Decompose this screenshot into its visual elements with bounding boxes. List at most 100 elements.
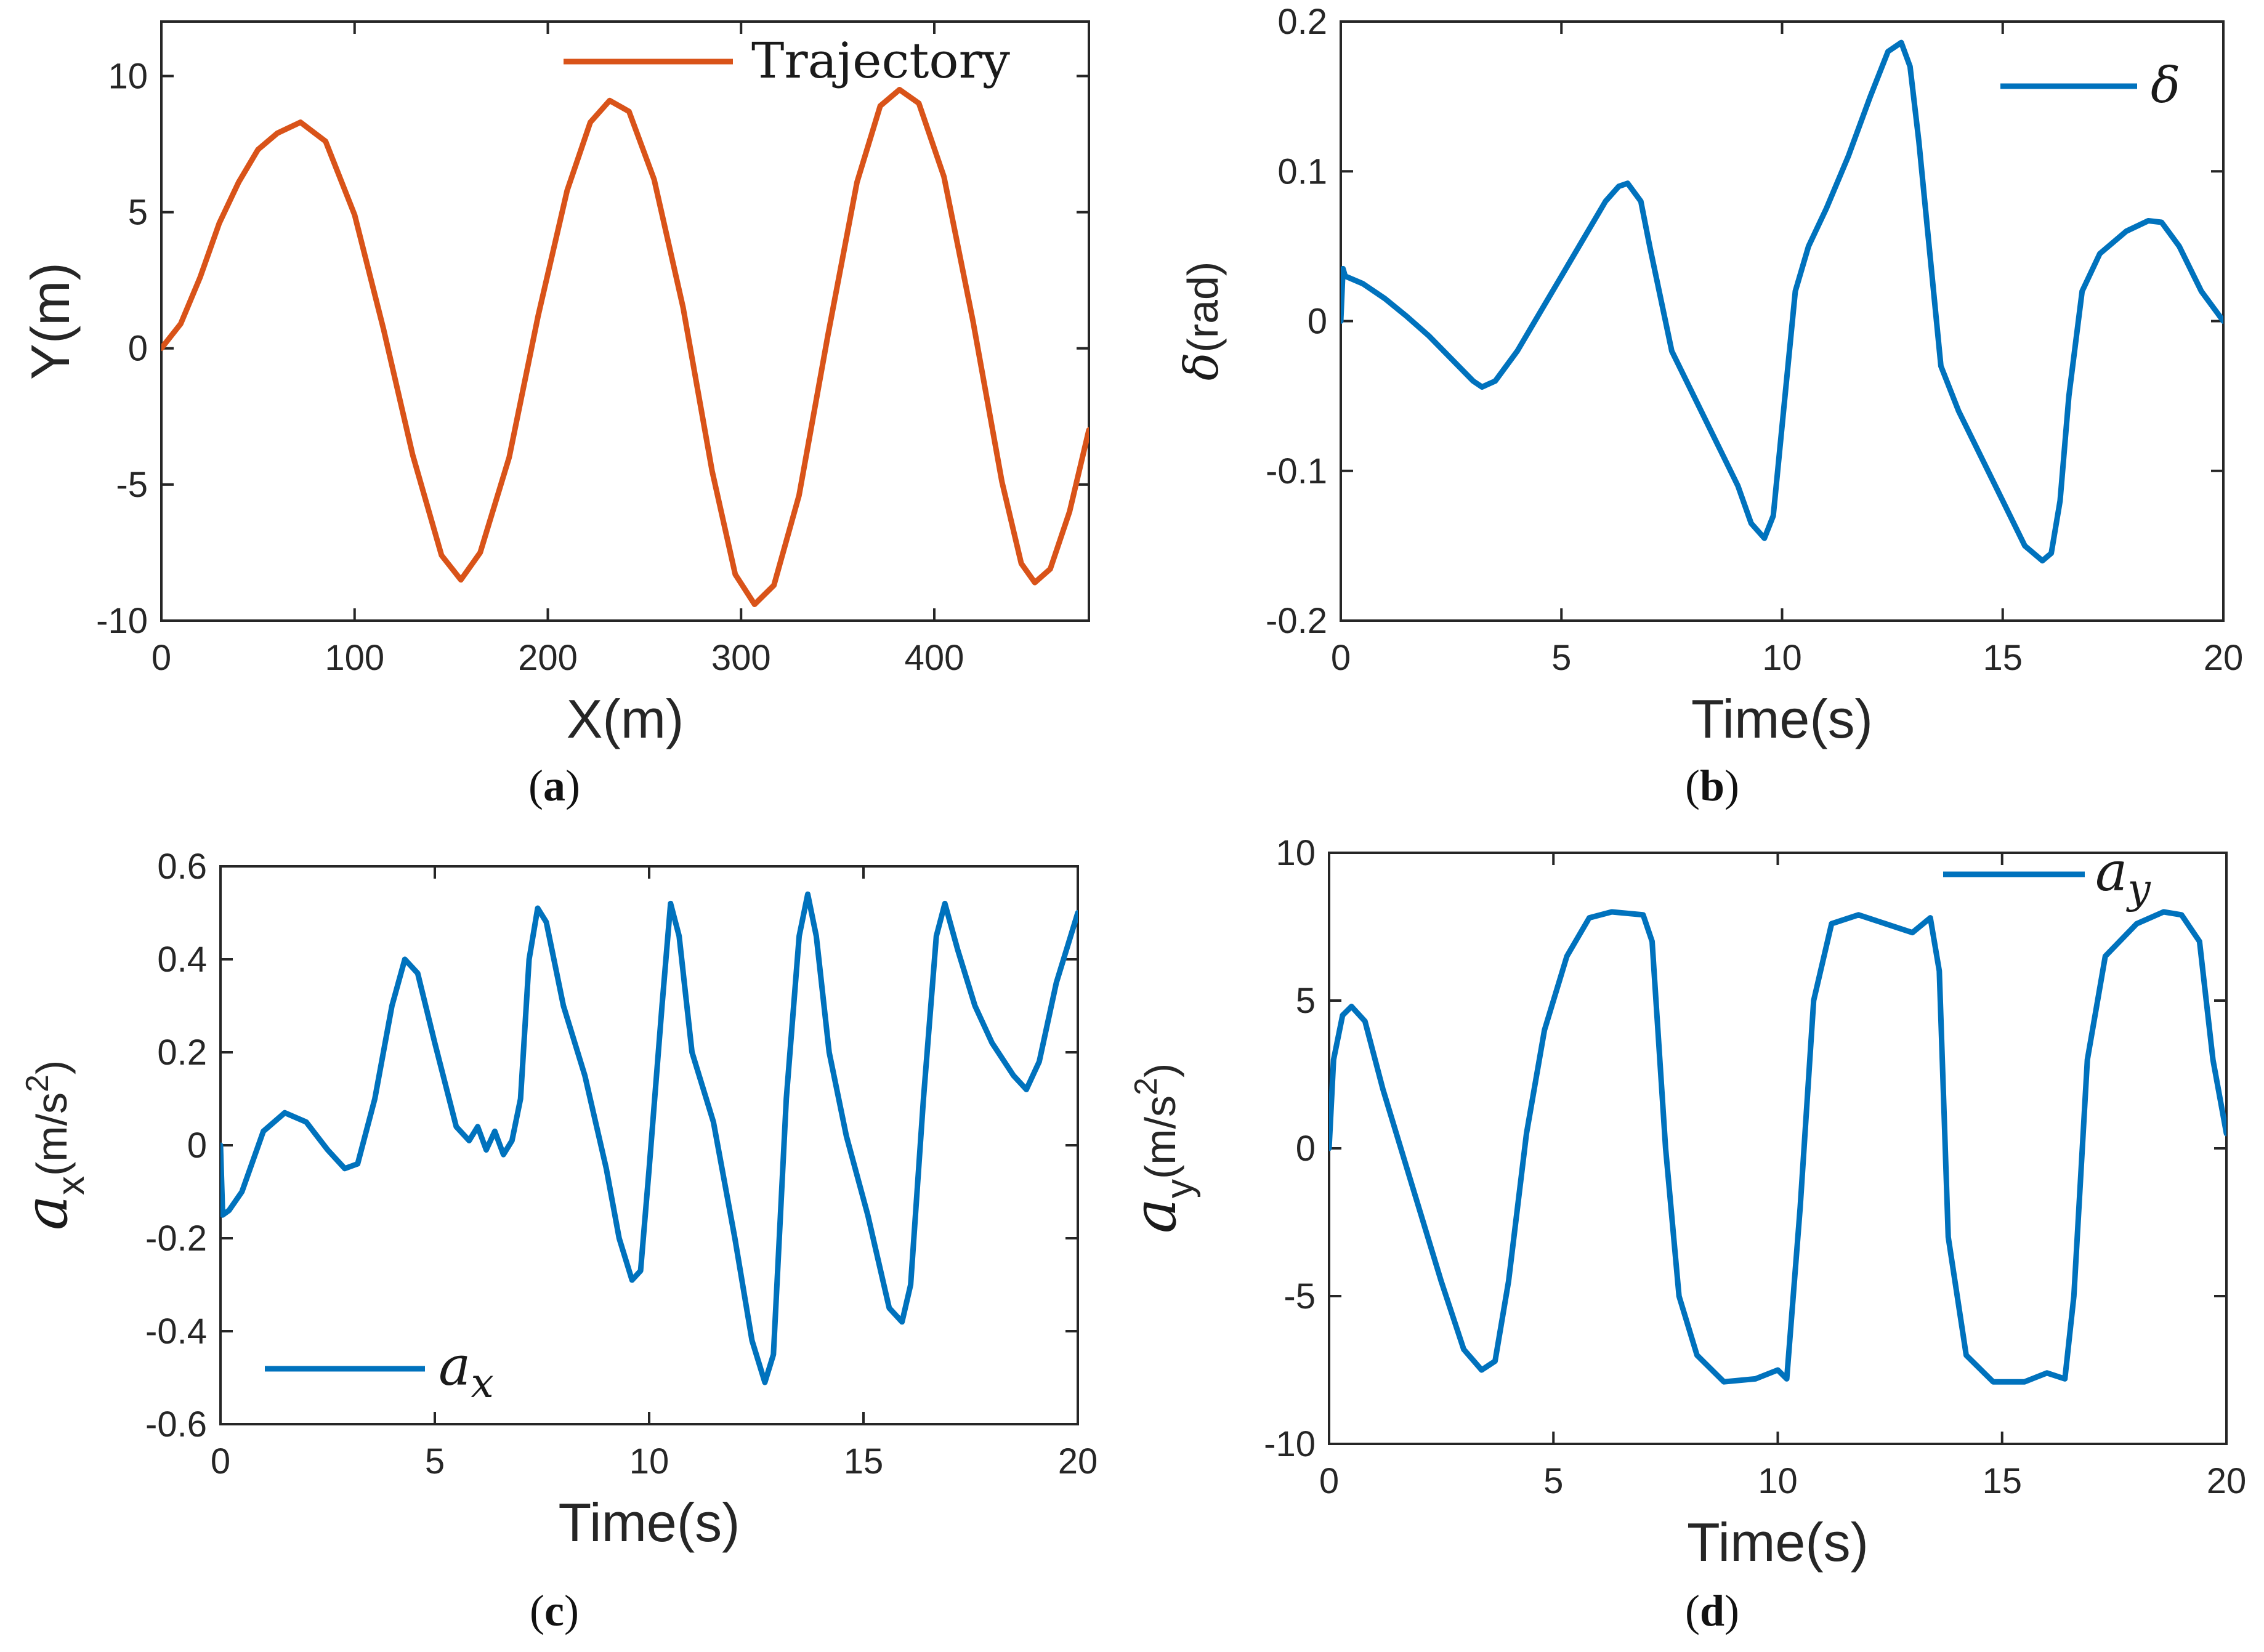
- x-tick-label: 400: [905, 638, 964, 678]
- caption-close-paren: ): [564, 1586, 579, 1635]
- y-axis-label: δ(rad): [1174, 262, 1229, 381]
- y-tick-label: 0: [128, 329, 148, 369]
- y-tick-label: 0: [187, 1126, 207, 1166]
- legend-label: Trajectory: [751, 32, 1010, 89]
- y-tick-label: -0.2: [1266, 601, 1327, 641]
- panel-caption: (d): [1685, 1586, 1739, 1635]
- y-label-symbol: δ: [1174, 353, 1229, 381]
- caption-close-paren: ): [565, 761, 580, 810]
- legend: ay: [1943, 840, 2151, 913]
- x-axis-label: X(m): [567, 688, 684, 749]
- y-axis-label: Y(m): [20, 262, 81, 380]
- y-tick-label: -0.2: [145, 1219, 207, 1259]
- caption-letter: a: [543, 761, 565, 810]
- y-label-units: (rad): [1179, 262, 1227, 353]
- y-tick-label: -10: [96, 601, 148, 641]
- y-tick-label: -0.4: [145, 1312, 207, 1352]
- x-tick-label: 20: [2204, 638, 2244, 678]
- y-tick-label: 10: [108, 56, 148, 96]
- legend-label: δ: [2151, 57, 2180, 114]
- x-axis-label: Time(s): [1691, 688, 1873, 749]
- caption-open-paren: (: [1685, 1586, 1700, 1635]
- x-tick-label: 300: [711, 638, 771, 678]
- x-tick-label: 200: [518, 638, 578, 678]
- series-line-Trajectory: [161, 87, 1089, 607]
- y-tick-label: 0.6: [157, 847, 207, 887]
- y-label-symbol: a: [1120, 1198, 1189, 1233]
- x-axis-label: Time(s): [1687, 1512, 1869, 1573]
- x-tick-label: 0: [211, 1441, 230, 1481]
- panel-caption: (a): [528, 761, 580, 810]
- y-label-symbol: a: [12, 1195, 81, 1230]
- y-tick-label: 5: [1296, 981, 1316, 1021]
- x-axis-label: Time(s): [559, 1492, 740, 1553]
- y-tick-label: -10: [1264, 1424, 1316, 1464]
- x-tick-label: 10: [629, 1441, 669, 1481]
- caption-letter: c: [544, 1586, 564, 1635]
- y-label-units-close: ): [1136, 1063, 1184, 1078]
- legend-subscript: y: [2125, 865, 2151, 913]
- y-tick-label: -5: [116, 465, 148, 505]
- y-label-units: (m/s: [1136, 1095, 1184, 1179]
- chart-panel-c: 0 5 10 15 20-0.6-0.4-0.200.20.40.6Time(s)ax(…: [12, 847, 1098, 1635]
- legend-symbol: a: [2095, 840, 2127, 903]
- y-label-superscript: 2: [20, 1074, 55, 1092]
- plot-area: [1328, 852, 2228, 1445]
- series-line-a_y: [1329, 909, 2226, 1385]
- y-label-subscript: x: [50, 1176, 92, 1195]
- y-tick-label: 0: [1296, 1129, 1316, 1169]
- y-tick-label: 0.1: [1277, 151, 1327, 191]
- y-tick-label: 0.2: [1277, 2, 1327, 42]
- x-tick-label: 100: [325, 638, 384, 678]
- x-tick-label: 0: [1331, 638, 1351, 678]
- x-tick-label: 0: [152, 638, 171, 678]
- x-tick-label: 15: [1983, 638, 2023, 678]
- y-axis-label: ax(m/s2): [12, 1060, 92, 1231]
- y-tick-label: 0.2: [157, 1033, 207, 1073]
- legend: ax: [265, 1334, 494, 1407]
- y-tick-label: 5: [128, 193, 148, 233]
- x-tick-label: 20: [1058, 1441, 1098, 1481]
- series-line-δ: [1341, 39, 2223, 564]
- legend-label: ax: [439, 1334, 494, 1407]
- panel-caption: (c): [530, 1586, 579, 1635]
- y-tick-label: 0.4: [157, 940, 207, 980]
- y-tick-label: -0.6: [145, 1404, 207, 1444]
- y-label-units: (m/s: [28, 1092, 76, 1176]
- x-tick-label: 15: [1982, 1461, 2022, 1501]
- legend-subscript: x: [471, 1360, 493, 1407]
- x-tick-label: 5: [425, 1441, 445, 1481]
- plot-area: [160, 20, 1090, 622]
- y-label-superscript: 2: [1128, 1078, 1164, 1095]
- x-tick-label: 10: [1762, 638, 1802, 678]
- legend-label: ay: [2095, 840, 2151, 913]
- y-label-subscript: y: [1158, 1179, 1201, 1198]
- legend-symbol: a: [439, 1334, 471, 1398]
- chart-panel-a: 0 100 200 300 400 -10 -5 0 5 10 X(m) Y(m) Trajectory…: [20, 20, 1090, 810]
- y-tick-label: 10: [1276, 833, 1316, 873]
- y-label-units-close: ): [28, 1060, 76, 1074]
- y-tick-label: -0.1: [1266, 451, 1327, 491]
- plot-area: [1340, 20, 2225, 622]
- caption-open-paren: (: [1685, 761, 1700, 810]
- caption-close-paren: ): [1724, 761, 1739, 810]
- legend: δ: [2000, 57, 2180, 114]
- caption-letter: b: [1700, 761, 1724, 810]
- caption-open-paren: (: [530, 1586, 544, 1635]
- series-line-a_x: [220, 891, 1078, 1385]
- y-axis-label: ay(m/s2): [1120, 1063, 1201, 1234]
- x-tick-label: 20: [2207, 1461, 2247, 1501]
- x-tick-label: 10: [1758, 1461, 1798, 1501]
- caption-letter: d: [1700, 1586, 1724, 1635]
- y-tick-label: 0: [1308, 302, 1327, 342]
- caption-open-paren: (: [528, 761, 543, 810]
- x-tick-label: 0: [1319, 1461, 1339, 1501]
- panel-caption: (b): [1685, 761, 1739, 810]
- caption-close-paren: ): [1724, 1586, 1739, 1635]
- y-tick-label: -5: [1284, 1276, 1316, 1316]
- x-tick-label: 15: [844, 1441, 884, 1481]
- legend: Trajectory: [564, 32, 1010, 89]
